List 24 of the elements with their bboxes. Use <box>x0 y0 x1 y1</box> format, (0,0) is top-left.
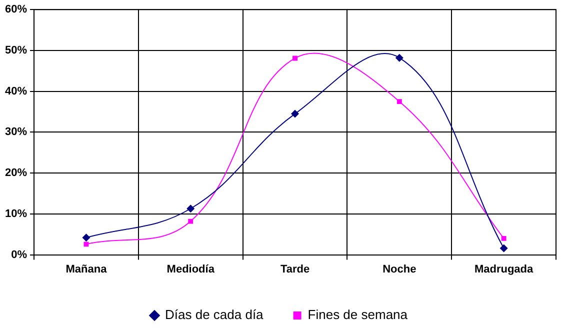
point <box>82 234 90 242</box>
point <box>188 218 194 224</box>
y-tick-label: 50% <box>4 44 28 56</box>
y-tick-label: 60% <box>4 4 28 16</box>
y-tick-label: 20% <box>4 167 28 180</box>
legend-label: Días de cada día <box>164 307 264 322</box>
point <box>396 99 402 104</box>
y-tick-label: 40% <box>4 85 28 98</box>
point <box>291 110 300 118</box>
y-tick-label: 30% <box>4 126 28 138</box>
y-tick-label: 0% <box>11 248 28 261</box>
point <box>292 56 298 61</box>
point <box>186 204 195 213</box>
x-tick-label: Mañana <box>66 263 108 276</box>
point <box>501 236 506 241</box>
x-tick-label: Mediodía <box>166 263 216 276</box>
x-tick-label: Madrugada <box>474 263 534 276</box>
y-tick-label: 10% <box>4 208 28 220</box>
x-tick-label: Noche <box>382 263 416 276</box>
x-tick-label: Tarde <box>280 263 310 276</box>
point <box>500 244 508 252</box>
point <box>84 242 89 247</box>
legend-label: Fines de semana <box>308 307 408 322</box>
point <box>395 54 404 62</box>
